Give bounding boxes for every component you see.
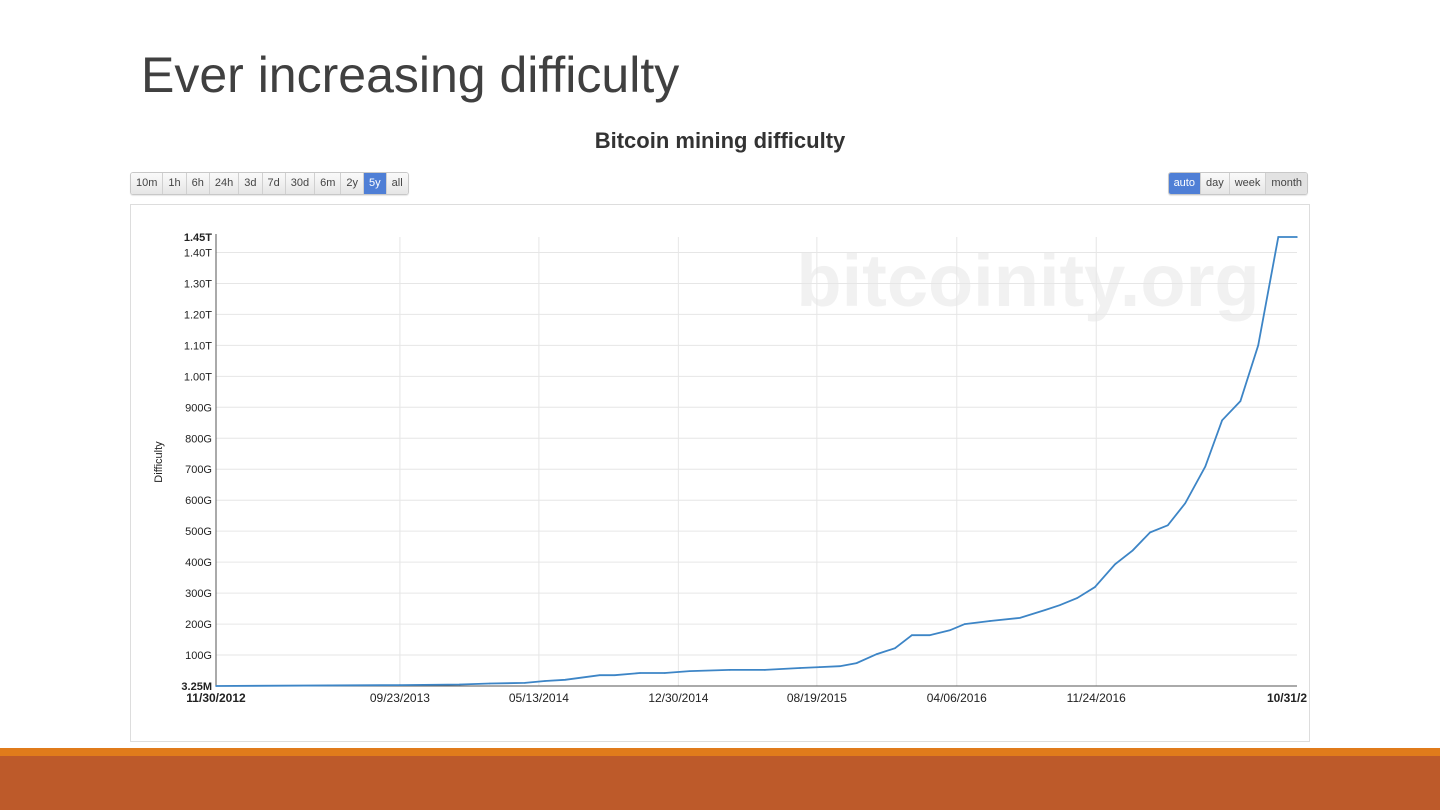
y-tick-label: 1.40T	[184, 247, 212, 259]
range-button-30d[interactable]: 30d	[285, 173, 316, 194]
data-point	[799, 667, 801, 669]
x-tick-label: 09/23/2013	[370, 691, 430, 705]
data-point	[838, 665, 841, 667]
x-tick-label: 12/30/2014	[648, 691, 708, 705]
data-point	[688, 670, 691, 672]
y-tick-label: 3.25M	[181, 681, 212, 693]
range-button-5y[interactable]: 5y	[364, 173, 387, 194]
data-point	[524, 682, 526, 684]
data-point	[215, 685, 217, 687]
x-tick-label: 11/30/2012	[186, 691, 246, 705]
x-tick-label: 08/19/2015	[787, 691, 847, 705]
data-point	[989, 620, 991, 622]
res-button-day[interactable]: day	[1200, 173, 1230, 194]
x-tick-label: 05/13/2014	[509, 691, 569, 705]
res-button-week[interactable]: week	[1229, 173, 1267, 194]
x-tick-label: 10/31/2	[1267, 691, 1307, 705]
y-tick-label: 400G	[185, 557, 212, 569]
data-point	[1149, 531, 1151, 534]
range-button-3d[interactable]: 3d	[239, 173, 263, 194]
data-point	[1257, 344, 1259, 347]
data-point	[613, 674, 616, 676]
range-button-1h[interactable]: 1h	[163, 173, 187, 194]
data-point	[1043, 609, 1046, 611]
y-tick-label: 800G	[185, 433, 212, 445]
range-button-10m[interactable]: 10m	[131, 173, 164, 194]
range-button-all[interactable]: all	[386, 173, 408, 194]
y-tick-label: 900G	[185, 402, 212, 414]
y-axis-label: Difficulty	[153, 441, 165, 483]
data-point	[1094, 586, 1096, 589]
y-tick-label: 1.20T	[184, 309, 212, 321]
data-point	[818, 666, 821, 668]
data-point	[1221, 419, 1223, 422]
y-tick-label: 100G	[185, 650, 212, 662]
y-tick-label: 700G	[185, 464, 212, 476]
y-tick-label: 1.10T	[184, 340, 212, 352]
y-tick-label: 200G	[185, 619, 212, 631]
data-point	[598, 674, 601, 676]
time-range-selector: 10m 1h 6h 24h 3d 7d 30d 6m 2y 5y all	[130, 172, 409, 195]
data-point	[764, 669, 766, 671]
footer-accent-bar	[0, 748, 1440, 756]
data-point	[894, 647, 896, 650]
data-point	[1184, 502, 1186, 505]
chart-panel	[130, 204, 1310, 742]
data-point	[1204, 465, 1207, 468]
data-point	[488, 682, 491, 685]
data-point	[459, 683, 461, 686]
data-point	[855, 662, 858, 664]
data-point	[1114, 563, 1116, 566]
y-tick-label: 600G	[185, 495, 212, 507]
resolution-selector: auto day week month	[1167, 172, 1308, 195]
y-tick-label: 1.45T	[184, 232, 212, 244]
range-button-7d[interactable]: 7d	[262, 173, 286, 194]
data-point	[911, 634, 913, 637]
data-point	[1019, 617, 1021, 619]
data-point	[663, 672, 666, 674]
data-point	[544, 680, 546, 682]
watermark: bitcoinity.org	[796, 239, 1259, 322]
res-button-auto[interactable]: auto	[1168, 173, 1201, 194]
chart-title: Bitcoin mining difficulty	[594, 128, 846, 153]
data-point	[875, 653, 878, 655]
data-point	[1076, 597, 1078, 599]
data-point	[1058, 604, 1061, 606]
data-point	[963, 623, 966, 625]
data-point	[399, 684, 401, 686]
y-tick-label: 1.00T	[184, 371, 212, 383]
y-tick-label: 500G	[185, 526, 212, 538]
range-button-6h[interactable]: 6h	[186, 173, 210, 194]
range-button-2y[interactable]: 2y	[341, 173, 365, 194]
range-button-6m[interactable]: 6m	[315, 173, 342, 194]
res-button-month[interactable]: month	[1266, 173, 1307, 194]
x-tick-label: 11/24/2016	[1067, 691, 1126, 705]
data-point	[948, 629, 951, 632]
range-button-24h[interactable]: 24h	[209, 173, 240, 194]
data-point	[1167, 524, 1169, 527]
data-point	[729, 669, 731, 671]
data-point	[928, 634, 931, 637]
y-tick-label: 300G	[185, 588, 212, 600]
data-point	[1131, 549, 1134, 552]
data-point	[639, 672, 641, 674]
data-point	[1296, 236, 1298, 238]
data-point	[564, 679, 566, 681]
data-point	[1277, 236, 1280, 238]
data-point	[1239, 400, 1242, 402]
x-tick-label: 04/06/2016	[927, 691, 987, 705]
footer-bar	[0, 756, 1440, 810]
y-tick-label: 1.30T	[184, 278, 212, 290]
slide-title: Ever increasing difficulty	[141, 47, 680, 103]
